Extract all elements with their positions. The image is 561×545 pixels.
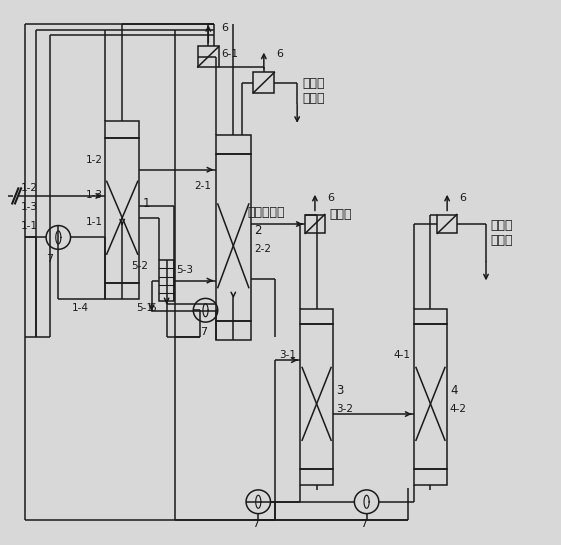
- Text: 4-1: 4-1: [393, 350, 410, 360]
- Text: 7: 7: [200, 327, 207, 337]
- Bar: [301, 308, 333, 324]
- Text: 7: 7: [360, 519, 367, 529]
- Bar: [105, 122, 140, 138]
- Bar: [197, 46, 219, 67]
- Text: 1-4: 1-4: [72, 303, 89, 313]
- Text: 1-2: 1-2: [21, 183, 38, 193]
- Text: 7: 7: [46, 255, 53, 264]
- Text: 4-2: 4-2: [450, 404, 467, 414]
- Text: 1-2: 1-2: [85, 155, 103, 165]
- Text: 6: 6: [221, 23, 228, 33]
- Text: 去环己醇塔: 去环己醇塔: [247, 205, 284, 219]
- Bar: [301, 324, 333, 469]
- Text: 2-2: 2-2: [254, 244, 271, 254]
- Bar: [301, 469, 333, 485]
- Text: 1-1: 1-1: [85, 217, 103, 227]
- Bar: [253, 72, 274, 93]
- Bar: [216, 154, 251, 321]
- Bar: [415, 469, 447, 485]
- Bar: [305, 215, 325, 233]
- Bar: [438, 215, 457, 233]
- Text: 1-1: 1-1: [21, 221, 38, 231]
- Text: 1-3: 1-3: [21, 202, 38, 212]
- Text: 2: 2: [254, 225, 261, 238]
- Text: 4: 4: [450, 384, 457, 397]
- Bar: [216, 321, 251, 340]
- Text: 5: 5: [149, 302, 156, 313]
- Text: 6: 6: [459, 192, 466, 203]
- Text: 7: 7: [252, 519, 259, 529]
- Text: 6: 6: [327, 192, 334, 203]
- Text: 3: 3: [336, 384, 343, 397]
- Bar: [415, 324, 447, 469]
- Bar: [159, 261, 174, 301]
- Text: 1-3: 1-3: [85, 190, 103, 199]
- Bar: [105, 283, 140, 299]
- Text: 化纤级
环己锐: 化纤级 环己锐: [303, 77, 325, 105]
- Text: 6-1: 6-1: [222, 50, 238, 59]
- Text: 5-3: 5-3: [177, 265, 194, 275]
- Text: 2-1: 2-1: [194, 180, 211, 191]
- Text: 1: 1: [142, 197, 150, 210]
- Text: 5-2: 5-2: [131, 261, 148, 271]
- Text: 轻质油: 轻质油: [329, 208, 352, 221]
- Text: 5-1: 5-1: [137, 302, 154, 313]
- Bar: [415, 308, 447, 324]
- Text: 6: 6: [277, 49, 284, 59]
- Text: 溶剂级
环己锐: 溶剂级 环己锐: [490, 219, 513, 246]
- Text: 3-1: 3-1: [279, 350, 296, 360]
- Bar: [105, 138, 140, 283]
- Bar: [216, 135, 251, 154]
- Text: 3-2: 3-2: [336, 404, 353, 414]
